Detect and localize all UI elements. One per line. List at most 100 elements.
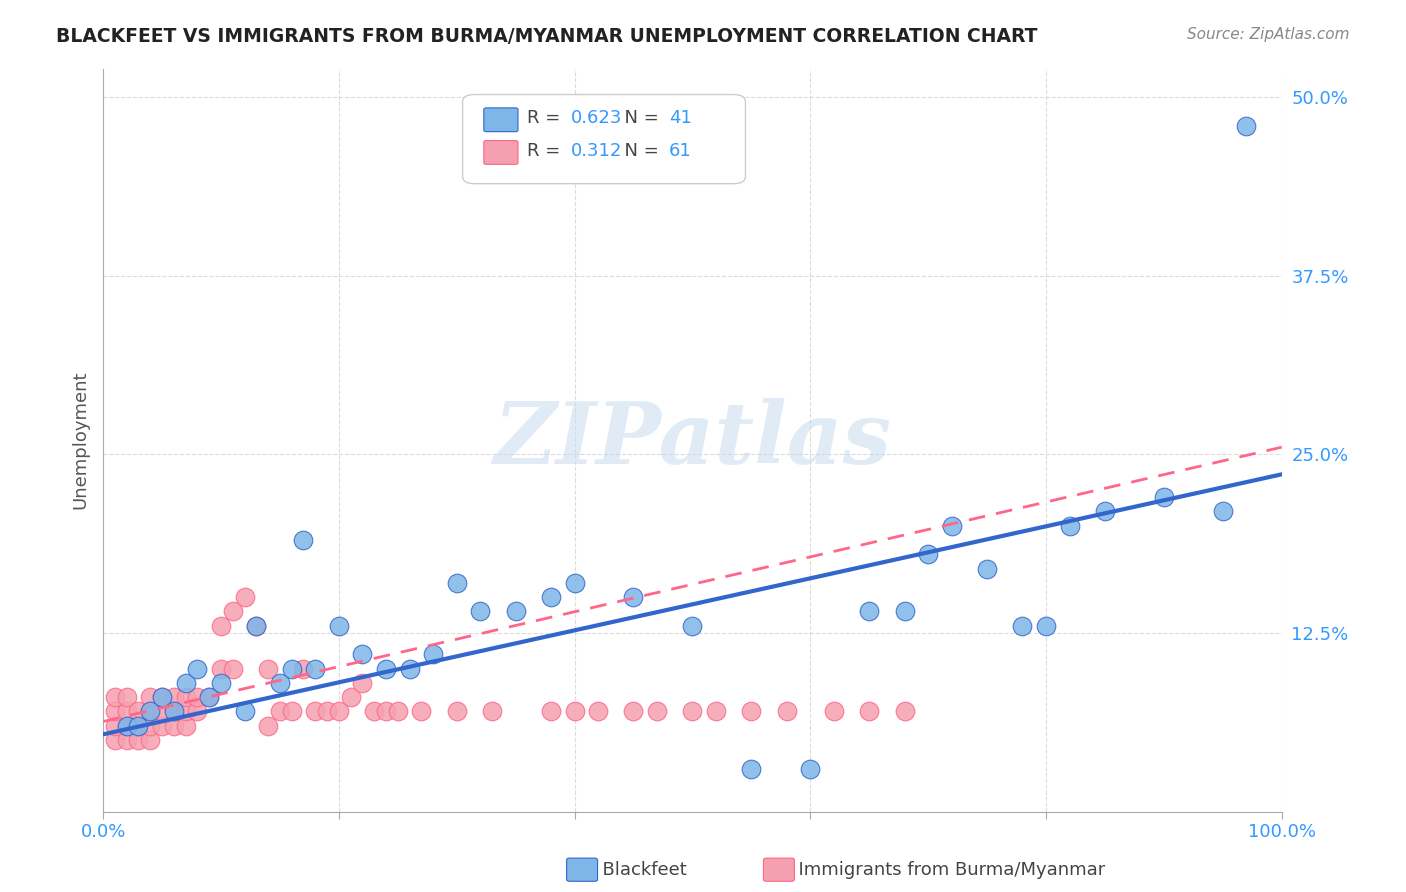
Point xyxy=(209,619,232,633)
Point xyxy=(893,605,915,619)
Point xyxy=(917,547,939,561)
Point xyxy=(1035,619,1057,633)
Text: Blackfeet: Blackfeet xyxy=(591,861,686,879)
Point xyxy=(411,705,433,719)
Point xyxy=(976,561,998,575)
Point xyxy=(233,705,256,719)
Point xyxy=(104,733,127,747)
FancyBboxPatch shape xyxy=(484,108,517,132)
Point xyxy=(150,690,173,705)
Point xyxy=(858,705,880,719)
Point xyxy=(858,605,880,619)
Point xyxy=(304,705,326,719)
Point xyxy=(163,690,186,705)
Text: Immigrants from Burma/Myanmar: Immigrants from Burma/Myanmar xyxy=(787,861,1105,879)
FancyBboxPatch shape xyxy=(763,858,794,881)
Point xyxy=(150,719,173,733)
FancyBboxPatch shape xyxy=(484,141,517,164)
Point xyxy=(209,676,232,690)
Text: N =: N = xyxy=(613,142,665,160)
Point xyxy=(104,705,127,719)
Point xyxy=(540,590,562,604)
Point xyxy=(387,705,409,719)
Point xyxy=(328,705,350,719)
Point xyxy=(304,662,326,676)
Point xyxy=(470,605,492,619)
Point xyxy=(115,719,138,733)
Point xyxy=(139,705,162,719)
Point xyxy=(115,733,138,747)
Point xyxy=(115,719,138,733)
Point xyxy=(150,690,173,705)
Point xyxy=(623,705,645,719)
Point xyxy=(174,719,197,733)
Point xyxy=(209,662,232,676)
FancyBboxPatch shape xyxy=(463,95,745,184)
Point xyxy=(681,705,703,719)
Text: BLACKFEET VS IMMIGRANTS FROM BURMA/MYANMAR UNEMPLOYMENT CORRELATION CHART: BLACKFEET VS IMMIGRANTS FROM BURMA/MYANM… xyxy=(56,27,1038,45)
Point xyxy=(245,619,267,633)
Y-axis label: Unemployment: Unemployment xyxy=(72,371,89,509)
Point xyxy=(269,676,291,690)
Point xyxy=(681,619,703,633)
Point xyxy=(1212,504,1234,518)
Point xyxy=(222,605,245,619)
Point xyxy=(823,705,845,719)
Point xyxy=(1153,490,1175,504)
Point xyxy=(174,676,197,690)
Point xyxy=(564,705,586,719)
Point xyxy=(280,662,302,676)
Point xyxy=(139,690,162,705)
Point xyxy=(127,719,149,733)
Point xyxy=(186,690,208,705)
Point xyxy=(257,662,280,676)
Text: 61: 61 xyxy=(669,142,692,160)
Point xyxy=(139,719,162,733)
Point xyxy=(422,648,444,662)
Point xyxy=(163,719,186,733)
Point xyxy=(280,705,302,719)
Point xyxy=(222,662,245,676)
Point xyxy=(115,690,138,705)
Point xyxy=(198,690,221,705)
Point xyxy=(163,705,186,719)
Point xyxy=(645,705,668,719)
Point xyxy=(1094,504,1116,518)
Point xyxy=(328,619,350,633)
Point xyxy=(776,705,799,719)
Point xyxy=(233,590,256,604)
Point xyxy=(150,705,173,719)
Text: 0.312: 0.312 xyxy=(571,142,623,160)
Point xyxy=(1234,119,1257,133)
Point xyxy=(481,705,503,719)
Point xyxy=(363,705,385,719)
Point xyxy=(139,705,162,719)
Point xyxy=(198,690,221,705)
Point xyxy=(127,705,149,719)
Point xyxy=(398,662,420,676)
Point xyxy=(375,662,398,676)
Point xyxy=(339,690,361,705)
Point xyxy=(799,762,821,776)
Point xyxy=(375,705,398,719)
Point xyxy=(1059,518,1081,533)
Point xyxy=(505,605,527,619)
Point xyxy=(174,690,197,705)
Text: R =: R = xyxy=(527,142,567,160)
Point xyxy=(139,733,162,747)
Point xyxy=(292,662,315,676)
Point xyxy=(1011,619,1033,633)
Point xyxy=(564,575,586,590)
Point xyxy=(740,762,762,776)
Point xyxy=(163,705,186,719)
Point xyxy=(941,518,963,533)
Text: N =: N = xyxy=(613,110,665,128)
Point xyxy=(893,705,915,719)
Point xyxy=(292,533,315,547)
Text: R =: R = xyxy=(527,110,567,128)
Point xyxy=(446,705,468,719)
Point xyxy=(245,619,267,633)
Point xyxy=(316,705,339,719)
Point xyxy=(257,719,280,733)
Point xyxy=(186,705,208,719)
